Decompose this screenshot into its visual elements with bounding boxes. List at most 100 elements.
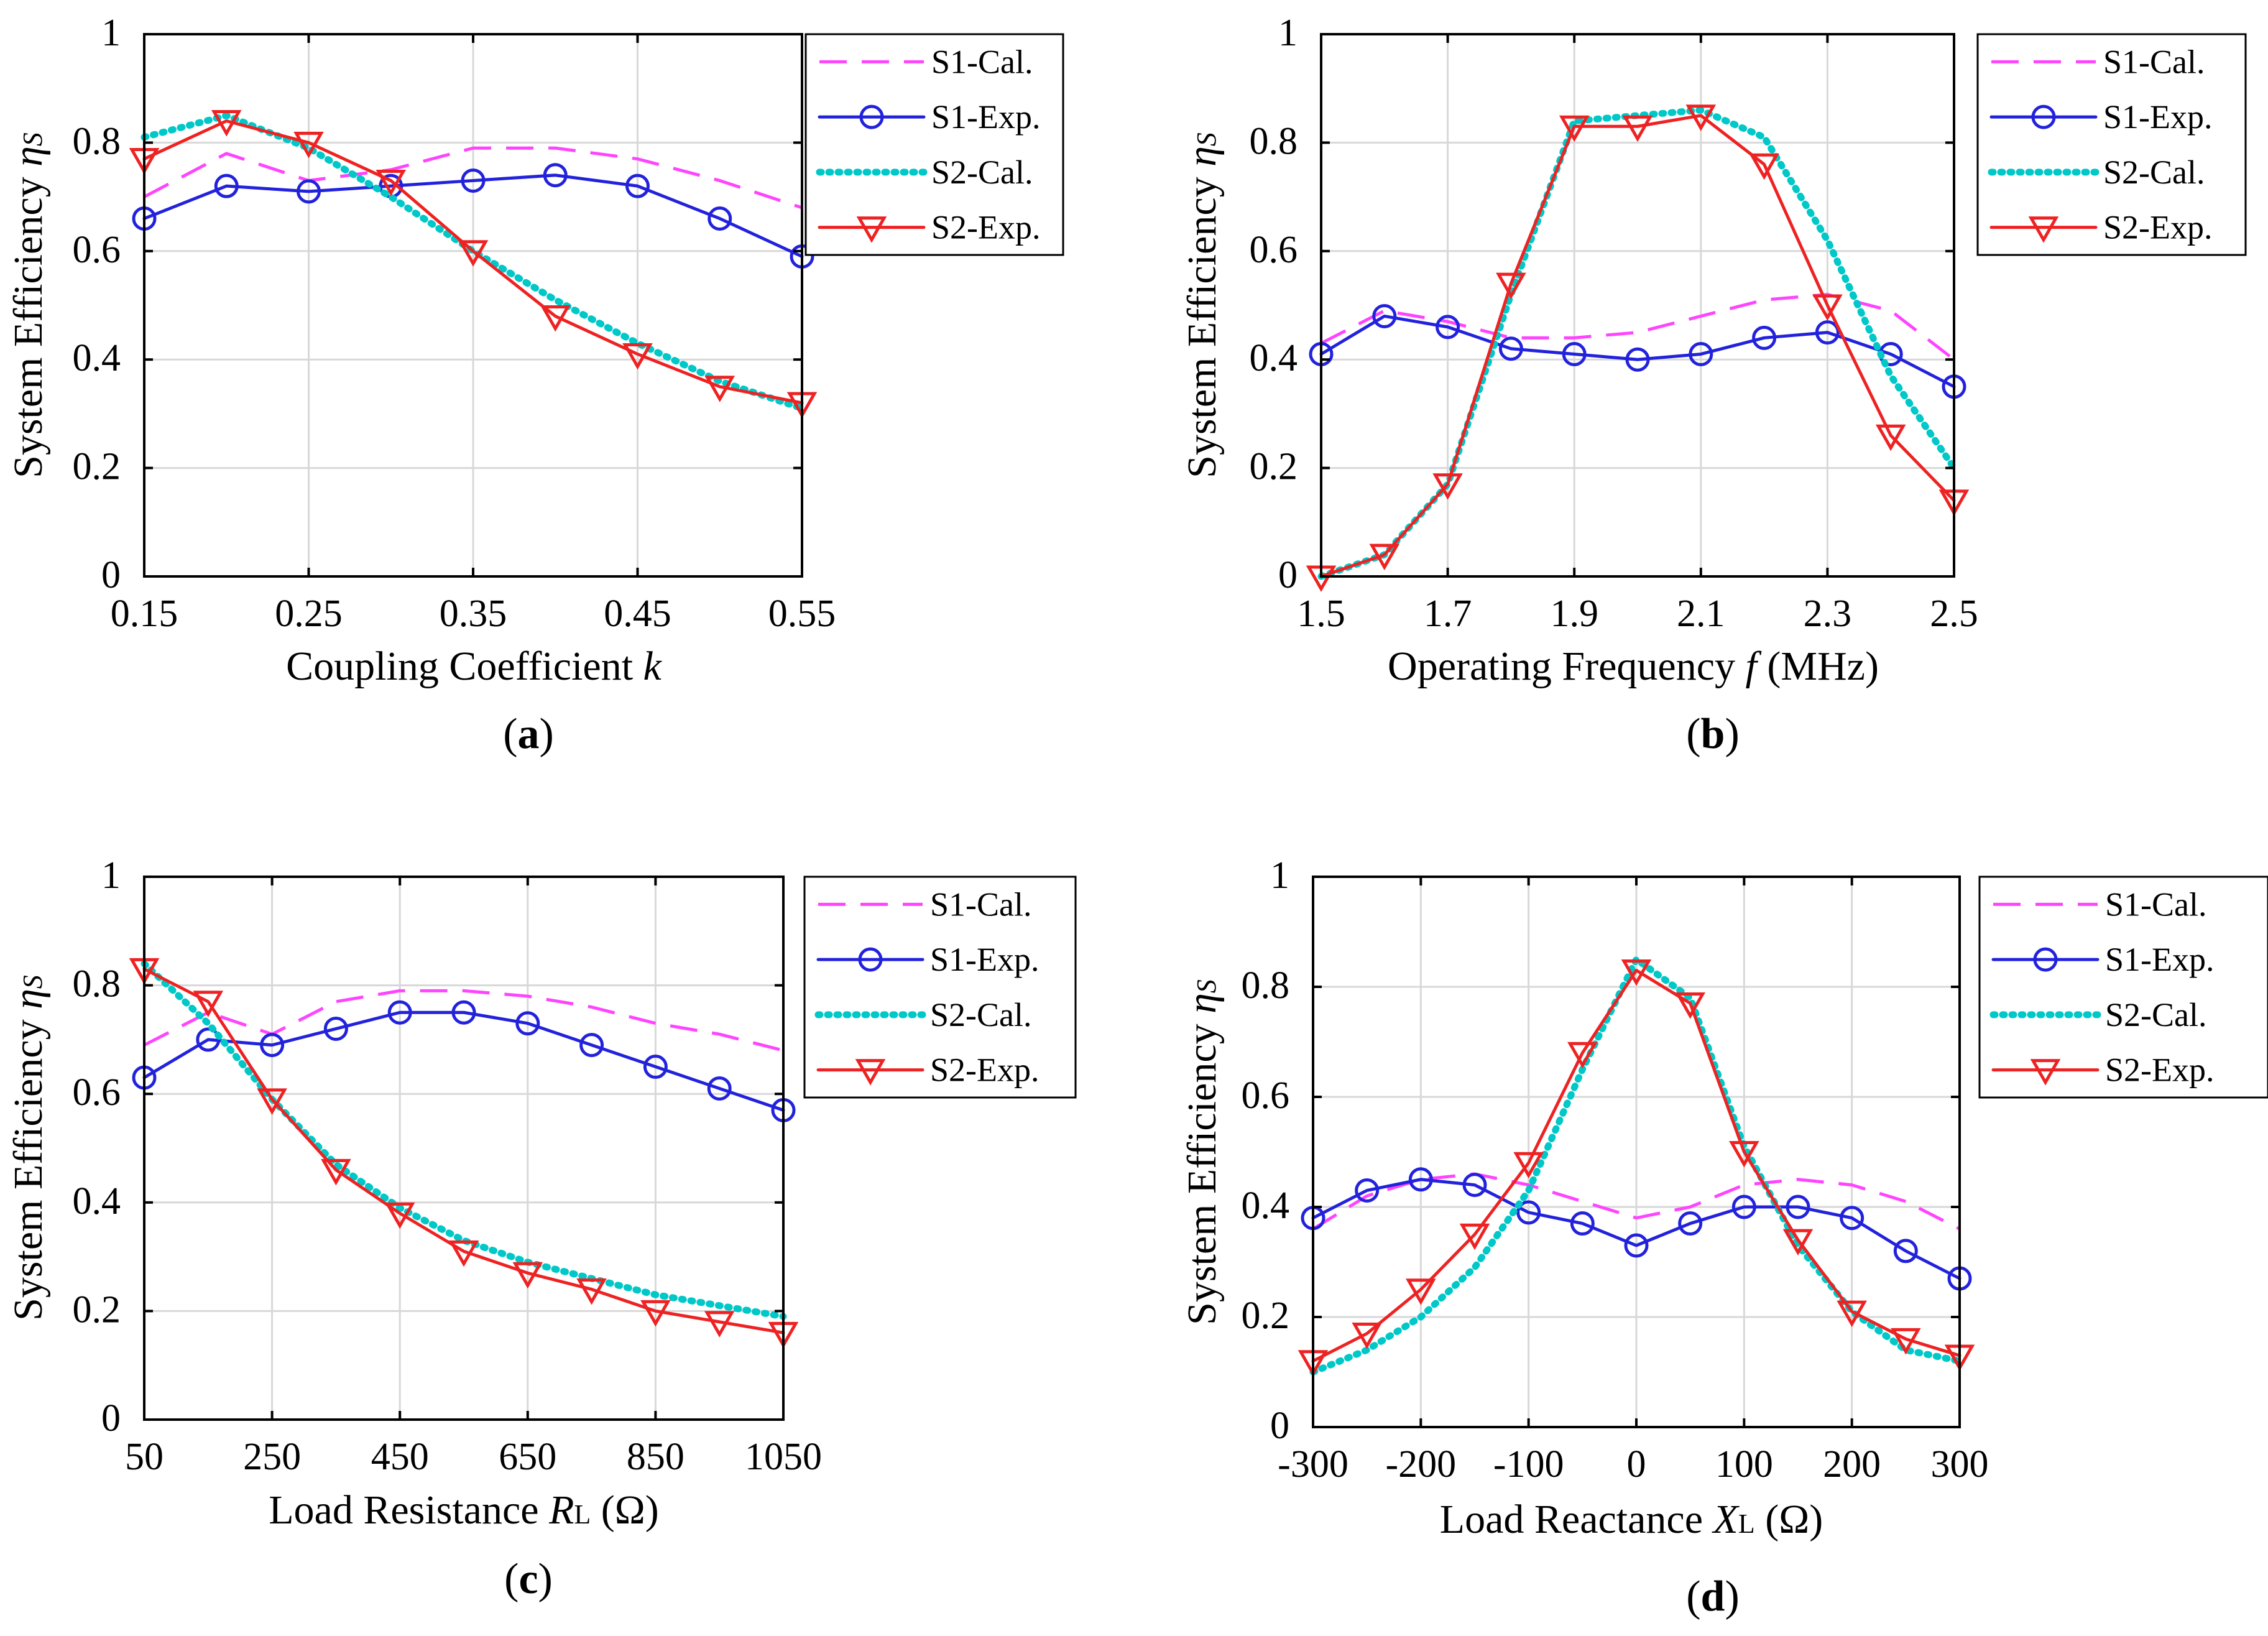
x-tick-label: 450 (371, 1436, 429, 1478)
data-point (211, 110, 242, 137)
caption-letter: a (518, 710, 540, 758)
data-point (543, 163, 568, 188)
caption-paren-open: ( (504, 1555, 519, 1603)
x-axis-label-unit: (Ω) (591, 1487, 659, 1533)
legend-label: S2-Exp. (931, 209, 1041, 246)
y-axis-label-subscript: S (1191, 979, 1222, 993)
data-point (1355, 1178, 1380, 1203)
series-line (1311, 968, 1961, 1363)
legend-entry: S2-Cal. (816, 154, 1033, 191)
y-axis-label-subscript: S (1191, 132, 1222, 146)
data-point (704, 376, 735, 402)
data-point (1752, 325, 1777, 350)
y-tick-label: 0.8 (73, 120, 121, 162)
x-tick-label: 100 (1715, 1443, 1773, 1486)
data-point (458, 240, 489, 267)
y-axis-label: System Efficiency ηS (6, 132, 51, 478)
panel-caption: (c) (504, 1555, 553, 1603)
y-tick-label: 0 (101, 554, 121, 596)
y-tick-label: 0.8 (1242, 964, 1290, 1007)
x-axis-label-unit: (Ω) (1755, 1497, 1823, 1542)
data-point (1462, 1173, 1487, 1198)
data-point (1678, 1211, 1703, 1236)
legend-entry: S2-Cal. (814, 996, 1032, 1033)
data-point (1622, 115, 1653, 142)
data-point (1815, 320, 1840, 345)
data-point (515, 1011, 540, 1036)
data-point (1432, 473, 1463, 500)
y-tick-label: 0.6 (73, 229, 121, 271)
y-axis-label-text: System Efficiency (1179, 1014, 1225, 1325)
legend: S1-Cal. S1-Exp. S2-Cal. S2-Exp. (804, 33, 1064, 256)
data-point (1498, 336, 1523, 361)
series-line (142, 967, 785, 1334)
caption-paren-close: ) (1725, 710, 1739, 758)
x-axis-label-text: Coupling Coefficient (286, 644, 643, 689)
x-tick-label: 0.15 (111, 593, 178, 635)
data-point (297, 179, 321, 204)
legend-label: S2-Cal. (931, 154, 1033, 191)
y-axis-label-variable: η (6, 146, 51, 167)
data-point (451, 1000, 476, 1025)
y-tick-label: 0.2 (73, 446, 121, 488)
data-point (576, 1278, 607, 1305)
data-point (1352, 1323, 1382, 1349)
series-line (143, 146, 803, 210)
legend-entry: S2-Cal. (1989, 996, 2207, 1033)
y-tick-label: 0.8 (73, 963, 121, 1005)
legend-entry: S1-Cal. (819, 43, 1033, 80)
series-s1-cal (143, 989, 784, 1052)
x-axis-label-text: Load Reactance (1440, 1497, 1713, 1542)
legend-label: S2-Cal. (930, 996, 1032, 1033)
y-tick-label: 0.6 (1250, 229, 1298, 271)
data-point (1840, 1206, 1865, 1231)
x-tick-label: 0.35 (440, 593, 507, 635)
legend-label: S1-Cal. (2105, 885, 2207, 923)
data-point (376, 169, 407, 196)
data-point (1621, 959, 1652, 986)
x-axis-label-unit: (MHz) (1757, 644, 1879, 689)
legend-marker (855, 1059, 886, 1086)
data-point (1496, 272, 1526, 300)
x-axis-label: Load Resistance RL (Ω) (269, 1487, 659, 1533)
x-axis-label: Operating Frequency f (MHz) (1388, 644, 1879, 689)
data-point (1369, 543, 1400, 571)
x-tick-label: -300 (1278, 1443, 1348, 1486)
y-axis-label-variable: η (1179, 993, 1225, 1014)
y-tick-label: 0.2 (1242, 1295, 1290, 1337)
data-point (1731, 1195, 1756, 1219)
series-line (1312, 1172, 1961, 1231)
y-axis-label-text: System Efficiency (6, 167, 51, 478)
x-tick-label: 2.3 (1804, 593, 1852, 635)
x-axis-label-text: Operating Frequency (1388, 644, 1745, 689)
legend-entry: S1-Cal. (818, 885, 1032, 923)
y-axis-label: System Efficiency ηS (1179, 979, 1225, 1325)
data-point (1893, 1239, 1918, 1264)
x-tick-label: -200 (1386, 1443, 1457, 1486)
data-point (643, 1055, 668, 1079)
legend-label: S1-Exp. (2103, 98, 2213, 136)
legend-marker (2031, 104, 2056, 129)
x-tick-label: 300 (1931, 1443, 1989, 1486)
data-point (1749, 153, 1779, 180)
x-tick-label: 1.9 (1550, 593, 1598, 635)
data-point (1513, 1152, 1544, 1179)
x-tick-label: 1.5 (1297, 593, 1345, 635)
data-point (640, 1300, 671, 1327)
y-axis-label-subscript: S (17, 132, 48, 146)
y-axis-label: System Efficiency ηS (1179, 132, 1225, 478)
legend-entry: S1-Exp. (816, 941, 1040, 978)
y-tick-label: 1 (1270, 854, 1289, 897)
x-tick-label: 0.45 (604, 593, 671, 635)
plot-area (1321, 34, 1954, 576)
data-point (1559, 115, 1590, 142)
caption-letter: c (519, 1555, 538, 1603)
data-point (1875, 424, 1906, 451)
y-axis-label-variable: η (1179, 146, 1225, 167)
series-s2-cal (1309, 956, 1963, 1375)
series-s2-exp (1306, 104, 1970, 593)
data-point (323, 1016, 348, 1041)
series-s1-cal (1312, 1172, 1961, 1231)
y-tick-label: 0.4 (1242, 1185, 1290, 1227)
panel-caption: (b) (1686, 710, 1740, 758)
